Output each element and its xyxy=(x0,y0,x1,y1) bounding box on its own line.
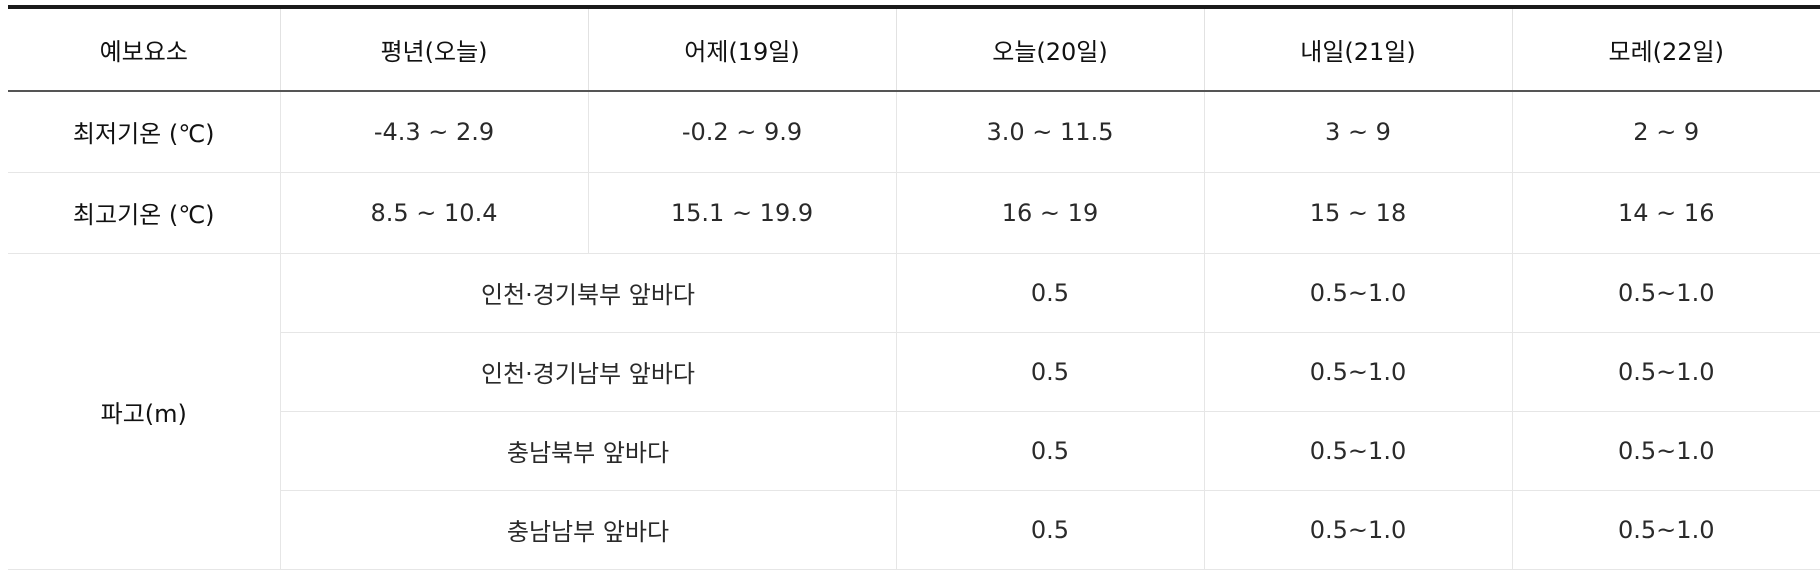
min-temp-tomorrow: 3 ~ 9 xyxy=(1203,91,1512,173)
wave-dayafter: 0.5~1.0 xyxy=(1511,411,1820,491)
wave-label: 파고(m) xyxy=(8,253,280,570)
wave-region-name: 인천·경기남부 앞바다 xyxy=(279,332,896,412)
wave-today: 0.5 xyxy=(895,253,1204,333)
header-tomorrow: 내일(21일) xyxy=(1203,5,1512,92)
table-body: 최저기온 (℃) -4.3 ~ 2.9 -0.2 ~ 9.9 3.0 ~ 11.… xyxy=(8,91,1820,570)
min-temp-dayafter: 2 ~ 9 xyxy=(1511,91,1820,173)
wave-today: 0.5 xyxy=(895,332,1204,412)
header-dayafter: 모레(22일) xyxy=(1511,5,1820,92)
row-wave-region-1: 파고(m) 인천·경기북부 앞바다 0.5 0.5~1.0 0.5~1.0 xyxy=(8,253,1820,570)
header-today: 오늘(20일) xyxy=(895,5,1204,92)
min-temp-today: 3.0 ~ 11.5 xyxy=(895,91,1204,173)
header-element: 예보요소 xyxy=(8,5,280,92)
row-min-temp: 최저기온 (℃) -4.3 ~ 2.9 -0.2 ~ 9.9 3.0 ~ 11.… xyxy=(8,91,1820,173)
table-header: 예보요소 평년(오늘) 어제(19일) 오늘(20일) 내일(21일) 모레(2… xyxy=(8,5,1820,92)
wave-tomorrow: 0.5~1.0 xyxy=(1203,332,1512,412)
max-temp-normal: 8.5 ~ 10.4 xyxy=(279,172,588,254)
min-temp-yesterday: -0.2 ~ 9.9 xyxy=(587,91,896,173)
wave-region-name: 충남남부 앞바다 xyxy=(279,490,896,570)
wave-dayafter: 0.5~1.0 xyxy=(1511,332,1820,412)
row-wave-region-4: 충남남부 앞바다 0.5 0.5~1.0 0.5~1.0 xyxy=(8,490,1820,570)
wave-tomorrow: 0.5~1.0 xyxy=(1203,490,1512,570)
min-temp-label: 최저기온 (℃) xyxy=(8,91,280,173)
min-temp-normal: -4.3 ~ 2.9 xyxy=(279,91,588,173)
header-yesterday: 어제(19일) xyxy=(587,5,896,92)
wave-dayafter: 0.5~1.0 xyxy=(1511,253,1820,333)
max-temp-yesterday: 15.1 ~ 19.9 xyxy=(587,172,896,254)
wave-tomorrow: 0.5~1.0 xyxy=(1203,253,1512,333)
weather-forecast-table: 예보요소 평년(오늘) 어제(19일) 오늘(20일) 내일(21일) 모레(2… xyxy=(8,5,1820,570)
max-temp-tomorrow: 15 ~ 18 xyxy=(1203,172,1512,254)
max-temp-label: 최고기온 (℃) xyxy=(8,172,280,254)
wave-region-name: 인천·경기북부 앞바다 xyxy=(279,253,896,333)
wave-region-name: 충남북부 앞바다 xyxy=(279,411,896,491)
header-normal: 평년(오늘) xyxy=(279,5,588,92)
wave-today: 0.5 xyxy=(895,490,1204,570)
wave-today: 0.5 xyxy=(895,411,1204,491)
wave-dayafter: 0.5~1.0 xyxy=(1511,490,1820,570)
max-temp-dayafter: 14 ~ 16 xyxy=(1511,172,1820,254)
wave-tomorrow: 0.5~1.0 xyxy=(1203,411,1512,491)
row-wave-region-2: 인천·경기남부 앞바다 0.5 0.5~1.0 0.5~1.0 xyxy=(8,332,1820,412)
row-max-temp: 최고기온 (℃) 8.5 ~ 10.4 15.1 ~ 19.9 16 ~ 19 … xyxy=(8,172,1820,254)
max-temp-today: 16 ~ 19 xyxy=(895,172,1204,254)
header-row: 예보요소 평년(오늘) 어제(19일) 오늘(20일) 내일(21일) 모레(2… xyxy=(8,5,1820,92)
row-wave-region-3: 충남북부 앞바다 0.5 0.5~1.0 0.5~1.0 xyxy=(8,411,1820,491)
